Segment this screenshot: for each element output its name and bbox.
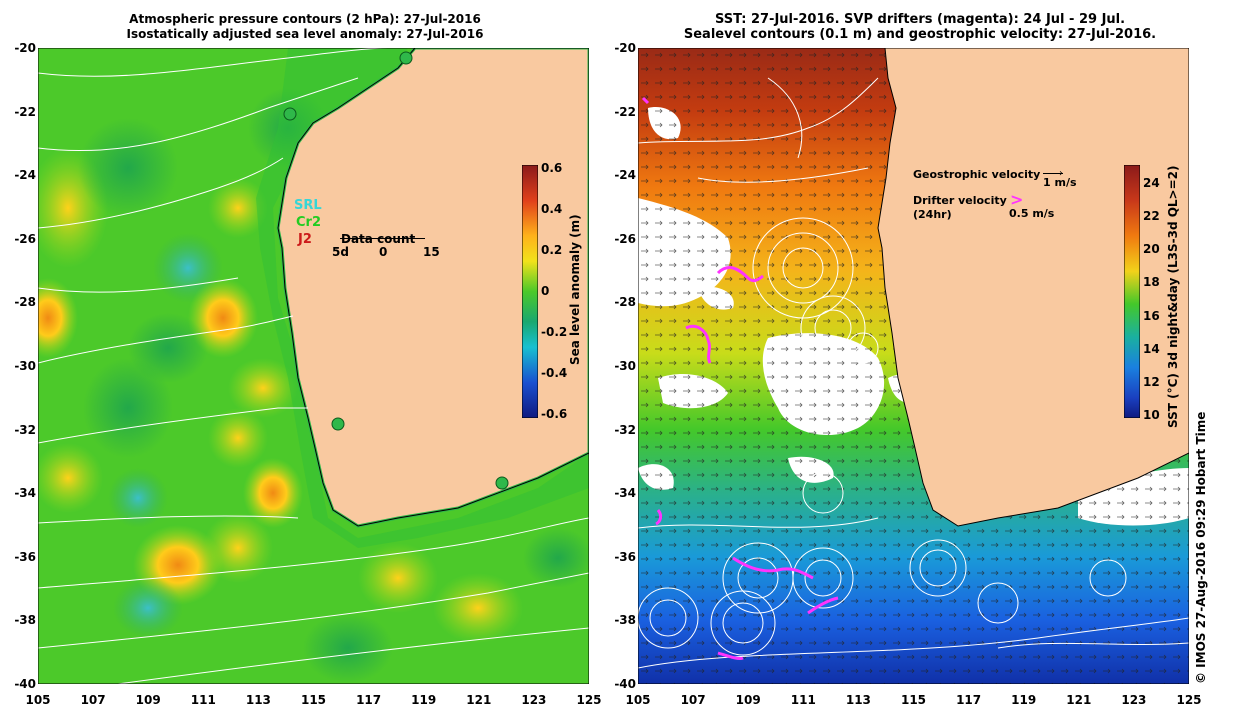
x-tick-label: 119 bbox=[1011, 693, 1037, 707]
y-tick-label: -28 bbox=[614, 295, 636, 310]
legend-geostrophic-arrowhead: › bbox=[1059, 168, 1063, 179]
y-tick-label: -30 bbox=[14, 359, 36, 373]
right-title-line1: SST: 27-Jul-2016. SVP drifters (magenta)… bbox=[714, 12, 1126, 27]
legend-drifter-label: Drifter velocity bbox=[913, 194, 1007, 207]
legend-data-count: Data count bbox=[341, 232, 416, 246]
y-tick-label: -24 bbox=[14, 168, 36, 183]
colorbar-tick-label: 0 bbox=[541, 284, 550, 298]
x-tick-label: 115 bbox=[900, 693, 927, 707]
left-map bbox=[38, 48, 589, 684]
y-tick-label: -30 bbox=[614, 359, 636, 373]
right-drifter-tracks bbox=[641, 96, 839, 660]
left-pressure-contours bbox=[38, 48, 589, 684]
y-tick-label: -32 bbox=[14, 422, 36, 437]
y-tick-label: -24 bbox=[614, 168, 636, 183]
y-tick-label: -34 bbox=[614, 486, 636, 501]
colorbar-tick-label: 16 bbox=[1143, 308, 1160, 323]
x-tick-label: 121 bbox=[1066, 693, 1092, 707]
x-tick-label: 125 bbox=[576, 693, 602, 707]
colorbar-tick-label: -0.6 bbox=[541, 407, 568, 421]
station-marker bbox=[495, 476, 509, 490]
y-tick-label: -22 bbox=[14, 104, 36, 119]
right-colorbar bbox=[1124, 165, 1140, 418]
x-tick-label: 111 bbox=[190, 693, 216, 707]
right-title: SST: 27-Jul-2016. SVP drifters (magenta)… bbox=[630, 12, 1210, 42]
left-coastline bbox=[277, 48, 589, 527]
right-velocity-arrows bbox=[638, 48, 1189, 684]
y-tick-label: -32 bbox=[614, 422, 636, 437]
y-tick-label: -36 bbox=[614, 549, 636, 564]
y-tick-label: -26 bbox=[614, 231, 636, 246]
legend-scale-5d: 5d bbox=[332, 245, 349, 259]
x-tick-label: 107 bbox=[680, 693, 706, 707]
x-tick-label: 123 bbox=[1121, 693, 1147, 707]
x-tick-label: 125 bbox=[1176, 693, 1202, 707]
x-tick-label: 105 bbox=[25, 693, 51, 707]
legend-drifter-speed: 0.5 m/s bbox=[1009, 207, 1055, 220]
legend-geostrophic-arrow bbox=[1043, 173, 1063, 174]
y-tick-label: -22 bbox=[614, 104, 636, 119]
y-tick-label: -28 bbox=[14, 295, 36, 310]
x-tick-label: 121 bbox=[466, 693, 492, 707]
right-colorbar-title: SST (°C) 3d night&day (L3S-3d QL>=2) bbox=[1166, 165, 1180, 429]
left-colorbar-title: Sea level anomaly (m) bbox=[568, 214, 582, 365]
x-tick-label: 111 bbox=[790, 693, 816, 707]
x-tick-label: 105 bbox=[625, 693, 651, 707]
y-tick-label: -38 bbox=[14, 613, 36, 628]
x-tick-label: 109 bbox=[735, 693, 761, 707]
y-tick-label: -38 bbox=[614, 613, 636, 628]
x-tick-label: 117 bbox=[356, 693, 382, 707]
station-marker bbox=[331, 417, 345, 431]
legend-j2: J2 bbox=[298, 232, 312, 247]
colorbar-tick-label: 18 bbox=[1143, 275, 1160, 290]
legend-scale-0: 0 bbox=[379, 245, 388, 259]
x-tick-label: 113 bbox=[245, 693, 271, 707]
y-tick-label: -26 bbox=[14, 231, 36, 246]
right-land bbox=[878, 48, 1189, 526]
y-tick-label: -20 bbox=[614, 41, 636, 55]
legend-geostrophic-speed: 1 m/s bbox=[1043, 176, 1077, 189]
right-sealevel-contours bbox=[638, 77, 1189, 669]
legend-geostrophic-label: Geostrophic velocity bbox=[913, 168, 1041, 181]
y-tick-label: -36 bbox=[14, 549, 36, 564]
x-tick-label: 107 bbox=[80, 693, 106, 707]
x-tick-label: 123 bbox=[521, 693, 547, 707]
legend-drifter-sub: (24hr) bbox=[913, 208, 952, 221]
station-marker bbox=[399, 51, 413, 65]
colorbar-tick-label: 14 bbox=[1143, 341, 1160, 356]
right-map bbox=[638, 48, 1189, 684]
x-tick-label: 113 bbox=[845, 693, 871, 707]
timestamp: © IMOS 27-Aug-2016 09:29 Hobart Time bbox=[1194, 411, 1208, 684]
colorbar-tick-label: -0.2 bbox=[541, 325, 568, 339]
x-tick-label: 109 bbox=[135, 693, 161, 707]
left-title: Atmospheric pressure contours (2 hPa): 2… bbox=[90, 12, 520, 42]
x-tick-label: 115 bbox=[300, 693, 327, 707]
y-tick-label: -34 bbox=[14, 486, 36, 501]
left-title-line2: Isostatically adjusted sea level anomaly… bbox=[126, 27, 484, 41]
left-title-line1: Atmospheric pressure contours (2 hPa): 2… bbox=[129, 12, 481, 26]
legend-srl: SRL bbox=[294, 198, 322, 213]
x-tick-label: 117 bbox=[956, 693, 982, 707]
colorbar-tick-label: 12 bbox=[1143, 374, 1160, 389]
colorbar-tick-label: -0.4 bbox=[541, 366, 568, 380]
colorbar-tick-label: 0.6 bbox=[541, 161, 563, 175]
colorbar-tick-label: 22 bbox=[1143, 209, 1160, 224]
colorbar-tick-label: 0.2 bbox=[541, 243, 563, 257]
colorbar-tick-label: 20 bbox=[1143, 242, 1160, 257]
legend-drifter-mark: > bbox=[1010, 190, 1024, 209]
colorbar-tick-label: 24 bbox=[1143, 176, 1160, 190]
station-marker bbox=[283, 107, 297, 121]
colorbar-tick-label: 0.4 bbox=[541, 202, 563, 216]
left-shelf bbox=[256, 48, 589, 548]
colorbar-tick-label: 10 bbox=[1143, 408, 1160, 422]
left-colorbar bbox=[522, 165, 538, 418]
y-tick-label: -20 bbox=[14, 41, 36, 55]
legend-scale-15: 15 bbox=[423, 245, 440, 259]
y-tick-label: -40 bbox=[14, 677, 36, 691]
x-tick-label: 119 bbox=[411, 693, 437, 707]
y-tick-label: -40 bbox=[614, 677, 636, 691]
legend-cr2: Cr2 bbox=[296, 215, 321, 230]
legend-scale-line bbox=[340, 238, 425, 239]
right-title-line2: Sealevel contours (0.1 m) and geostrophi… bbox=[683, 27, 1157, 42]
